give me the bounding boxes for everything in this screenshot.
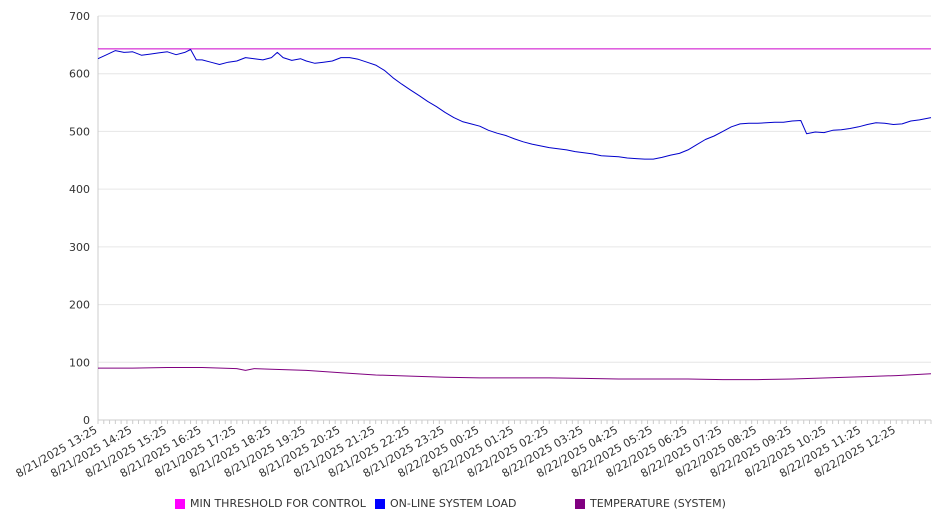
y-tick-label: 500 [69,125,90,138]
legend-label-temperature: TEMPERATURE (SYSTEM) [590,497,726,510]
y-tick-label: 200 [69,299,90,312]
y-tick-label: 600 [69,68,90,81]
x-tick-labels: 8/21/2025 13:258/21/2025 14:258/21/2025 … [14,423,898,480]
temperature-line [98,367,932,381]
y-tick-label: 700 [69,10,90,23]
y-tick-label: 100 [69,356,90,369]
legend-item-min-threshold[interactable]: MIN THRESHOLD FOR CONTROL [175,497,366,510]
legend-swatch-system-load [375,498,385,509]
legend-item-temperature[interactable]: TEMPERATURE (SYSTEM) [575,497,726,510]
system-load-line [97,49,932,160]
legend-label-system-load: ON-LINE SYSTEM LOAD [390,497,517,510]
gridlines [98,15,931,363]
legend-swatch-min-threshold [175,498,185,509]
series-lines [97,48,932,381]
y-tick-label: 300 [69,241,90,254]
y-tick-label: 400 [69,183,90,196]
y-tick-labels: 0 100 200 300 400 500 600 700 [69,10,90,427]
legend-swatch-temperature [575,498,585,509]
legend: MIN THRESHOLD FOR CONTROL ON-LINE SYSTEM… [0,497,946,515]
legend-item-system-load[interactable]: ON-LINE SYSTEM LOAD [375,497,516,510]
y-tick-label: 0 [83,414,90,427]
axes [97,16,932,424]
legend-label-min-threshold: MIN THRESHOLD FOR CONTROL [190,497,366,510]
